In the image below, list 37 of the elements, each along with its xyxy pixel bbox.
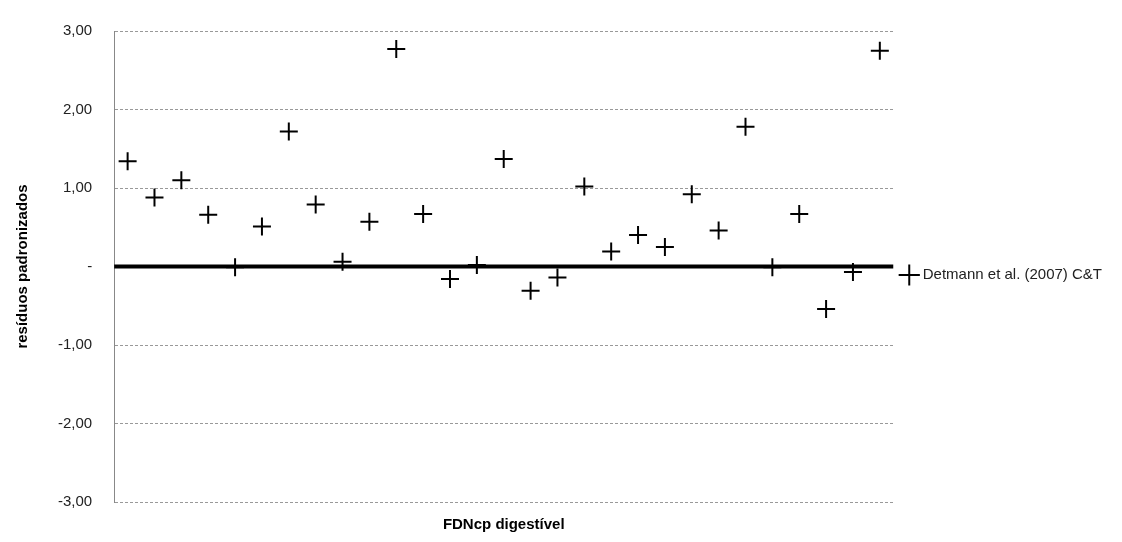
point: [654, 236, 675, 257]
y-tick-label: -3,00: [57, 492, 93, 510]
point: [251, 216, 272, 237]
legend-label: Detmann et al. (2007) C&T: [922, 265, 1102, 283]
y-tick-label: 1,00: [62, 178, 93, 196]
y-tick-label: 3,00: [62, 21, 93, 39]
point: [789, 203, 810, 224]
point: [278, 121, 299, 142]
y-tick-label: 2,00: [62, 99, 93, 117]
point: [708, 220, 729, 241]
y-tick-label: -2,00: [57, 413, 93, 431]
point: [574, 176, 595, 197]
point: [171, 170, 192, 191]
point: [842, 262, 863, 282]
y-axis-title: resíduos padronizados: [13, 184, 31, 349]
point: [493, 148, 514, 169]
point: [869, 40, 890, 61]
point: [305, 194, 326, 215]
point: [439, 269, 460, 290]
point: [117, 151, 138, 172]
point: [386, 39, 407, 60]
point: [332, 251, 353, 272]
point: [547, 267, 568, 288]
point: [601, 241, 622, 262]
x-axis-title: FDNcp digestível: [442, 515, 565, 533]
y-tick-label: -1,00: [57, 335, 93, 353]
y-tick-label: -: [87, 256, 93, 274]
point: [466, 254, 487, 275]
point: [359, 211, 380, 232]
point: [198, 204, 219, 225]
point: [413, 203, 434, 224]
point: [816, 298, 837, 319]
point: [628, 225, 649, 246]
point: [681, 184, 702, 205]
point: [735, 116, 756, 137]
point: [520, 280, 541, 301]
point: [144, 187, 165, 208]
